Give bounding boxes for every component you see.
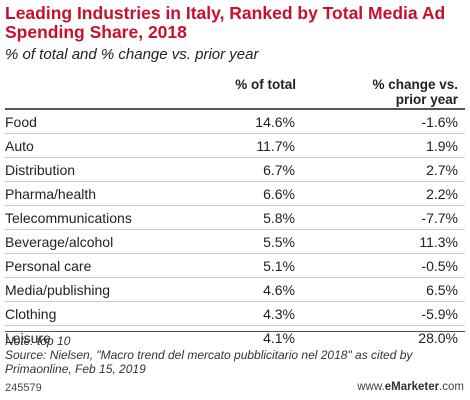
row-label: Leisure bbox=[5, 330, 51, 346]
cell-change: 11.3% bbox=[419, 234, 458, 250]
header-rule bbox=[5, 108, 465, 110]
table-row: Auto 11.7% 1.9% bbox=[5, 134, 465, 158]
cell-change: 1.9% bbox=[426, 138, 458, 154]
cell-total: 5.5% bbox=[263, 234, 295, 250]
column-header-change-line2: prior year bbox=[395, 92, 458, 107]
cell-change: -7.7% bbox=[421, 210, 458, 226]
table-row: Telecommunications 5.8% -7.7% bbox=[5, 206, 465, 230]
brand-suffix: .com bbox=[439, 381, 464, 393]
table-row: Clothing 4.3% -5.9% bbox=[5, 302, 465, 326]
cell-total: 4.6% bbox=[263, 282, 295, 298]
cell-total: 14.6% bbox=[255, 114, 295, 130]
chart-subtitle: % of total and % change vs. prior year bbox=[5, 46, 259, 63]
table-row: Media/publishing 4.6% 6.5% bbox=[5, 278, 465, 302]
chart-source: Source: Nielsen, "Macro trend del mercat… bbox=[5, 348, 413, 376]
cell-change: 2.2% bbox=[426, 186, 458, 202]
cell-change: 2.7% bbox=[426, 162, 458, 178]
row-label: Distribution bbox=[5, 162, 76, 178]
cell-total: 6.7% bbox=[263, 162, 295, 178]
row-label: Personal care bbox=[5, 258, 92, 274]
cell-total: 11.7% bbox=[256, 138, 295, 154]
chart-id: 245579 bbox=[5, 382, 42, 394]
cell-total: 5.8% bbox=[263, 210, 295, 226]
table-row: Pharma/health 6.6% 2.2% bbox=[5, 182, 465, 206]
brand-prefix: www. bbox=[357, 381, 385, 393]
brand-name: Marketer bbox=[391, 381, 440, 393]
table-row: Distribution 6.7% 2.7% bbox=[5, 158, 465, 182]
cell-change: -1.6% bbox=[421, 114, 458, 130]
cell-total: 6.6% bbox=[263, 186, 295, 202]
table-row: Personal care 5.1% -0.5% bbox=[5, 254, 465, 278]
chart-title: Leading Industries in Italy, Ranked by T… bbox=[5, 3, 446, 42]
cell-total: 4.3% bbox=[263, 306, 295, 322]
table-row: Leisure 4.1% 28.0% bbox=[5, 326, 465, 349]
row-label: Clothing bbox=[5, 306, 57, 322]
column-header-total: % of total bbox=[235, 77, 296, 92]
row-label: Auto bbox=[5, 138, 34, 154]
emarketer-logo: www.eMarketer.com bbox=[357, 381, 464, 393]
table-row: Beverage/alcohol 5.5% 11.3% bbox=[5, 230, 465, 254]
column-header-change-line1: % change vs. bbox=[372, 77, 458, 92]
row-label: Pharma/health bbox=[5, 186, 97, 202]
brand-highlight: e bbox=[384, 381, 392, 393]
cell-change: 28.0% bbox=[418, 330, 458, 346]
cell-change: -5.9% bbox=[421, 306, 458, 322]
table-row: Food 14.6% -1.6% bbox=[5, 110, 465, 134]
cell-total: 4.1% bbox=[263, 330, 295, 346]
row-label: Media/publishing bbox=[5, 282, 111, 298]
table-body: Food 14.6% -1.6% Auto 11.7% 1.9% Distribution 6… bbox=[5, 110, 465, 349]
row-label: Beverage/alcohol bbox=[5, 234, 114, 250]
cell-change: 6.5% bbox=[426, 282, 458, 298]
column-header-change: % change vs. prior year bbox=[340, 77, 458, 107]
chart-note: Note: top 10 bbox=[5, 334, 71, 348]
cell-change: -0.5% bbox=[421, 258, 458, 274]
cell-total: 5.1% bbox=[263, 258, 295, 274]
row-label: Food bbox=[5, 114, 37, 130]
row-label: Telecommunications bbox=[5, 210, 132, 226]
table-bottom-rule bbox=[5, 331, 465, 332]
